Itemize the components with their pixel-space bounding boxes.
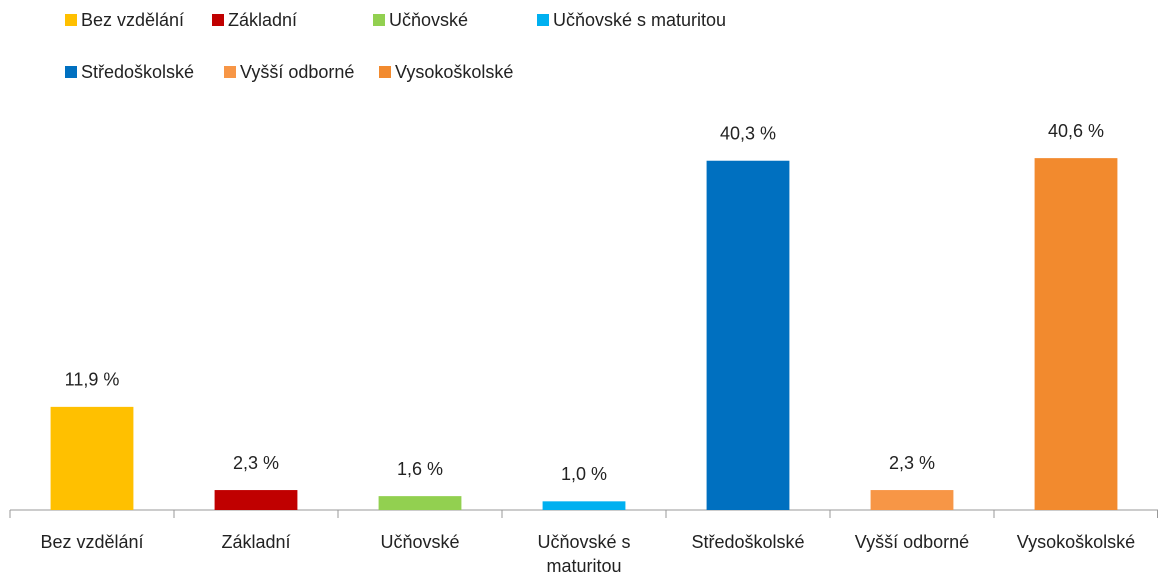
bar [1034,158,1118,510]
legend-label: Vysokoškolské [395,62,513,82]
legend-label: Bez vzdělání [81,10,184,30]
bar [378,496,462,510]
legend-label: Učňovské [389,10,468,30]
bar [542,501,626,510]
legend-label: Učňovské s maturitou [553,10,726,30]
data-label: 40,3 % [720,123,776,143]
bar [50,406,134,510]
bar [214,490,298,510]
legend-label: Středoškolské [81,62,194,82]
legend-label: Vyšší odborné [240,62,354,82]
legend-label: Základní [228,10,297,30]
x-tick-label: Bez vzdělání [40,532,144,552]
data-label: 2,3 % [233,453,279,473]
x-tick-label: Učňovské s maturitou [537,532,631,576]
x-tick-label: Vysokoškolské [1016,532,1136,552]
legend-swatch [537,14,549,26]
legend-swatch [65,66,77,78]
data-label: 1,0 % [561,464,607,484]
data-label: 2,3 % [889,453,935,473]
legend-swatch [65,14,77,26]
data-label: 11,9 % [65,370,120,390]
legend-swatch [212,14,224,26]
x-tick-label: Učňovské [380,532,460,552]
x-tick-label: Vyšší odborné [854,532,970,552]
x-tick-label: Základní [221,532,291,552]
legend-swatch [379,66,391,78]
x-tick-label: Středoškolské [691,532,805,552]
legend-swatch [373,14,385,26]
data-label: 1,6 % [397,459,443,479]
data-label: 40,6 % [1048,121,1104,141]
legend-swatch [224,66,236,78]
bar [870,490,954,510]
bar [706,160,790,510]
